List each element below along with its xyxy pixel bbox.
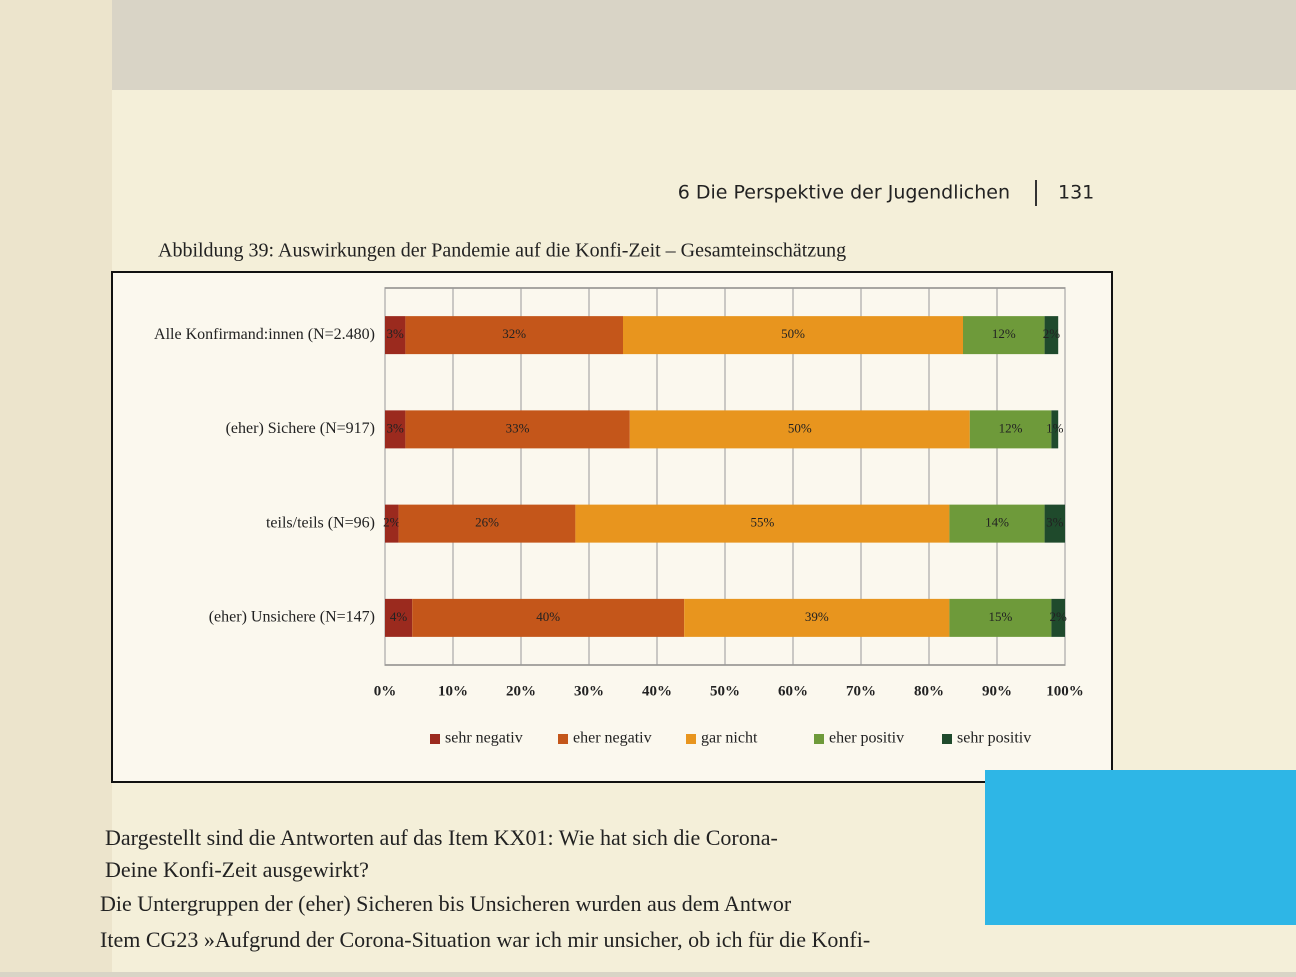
bar-segment: [398, 504, 576, 543]
bar-segment: [949, 598, 1052, 637]
value-label: 50%: [788, 420, 812, 435]
value-label: 33%: [506, 420, 530, 435]
value-label: 4%: [390, 609, 408, 624]
legend-swatch: [814, 734, 824, 744]
x-tick-label: 90%: [982, 683, 1012, 699]
y-tick-label: teils/teils (N=96): [266, 514, 375, 531]
value-label: 26%: [475, 515, 499, 530]
x-tick-label: 80%: [914, 683, 944, 699]
x-tick-label: 30%: [574, 683, 604, 699]
value-label: 1%: [1046, 420, 1064, 435]
legend-label: eher negativ: [573, 730, 652, 747]
body-line: Item CG23 »Aufgrund der Corona-Situation…: [100, 927, 870, 952]
value-label: 32%: [502, 326, 526, 341]
sticky-note: [985, 770, 1296, 925]
bar-segment: [385, 504, 399, 543]
value-label: 3%: [387, 326, 405, 341]
x-tick-label: 20%: [506, 683, 536, 699]
value-label: 40%: [536, 609, 560, 624]
left-page: [0, 0, 112, 972]
x-tick-label: 0%: [374, 683, 397, 699]
x-tick-label: 70%: [846, 683, 876, 699]
page-number: 131: [1058, 182, 1094, 204]
figure-title: Abbildung 39: Auswirkungen der Pandemie …: [158, 240, 846, 262]
bar-segment: [1044, 504, 1065, 543]
bar-segment: [405, 316, 623, 355]
legend-swatch: [686, 734, 696, 744]
value-label: 3%: [387, 420, 405, 435]
body: Dargestellt sind die Antworten auf das I…: [100, 825, 870, 952]
bar-segment: [1044, 316, 1059, 355]
legend-label: sehr positiv: [957, 730, 1031, 747]
legend-label: sehr negativ: [445, 730, 523, 747]
value-label: 15%: [988, 609, 1012, 624]
chapter-header: 6 Die Perspektive der Jugendlichen: [678, 182, 1010, 204]
value-label: 2%: [383, 515, 401, 530]
bar-segment: [684, 598, 950, 637]
body-line: Deine Konfi-Zeit ausgewirkt?: [105, 857, 369, 882]
bar-segment: [385, 316, 406, 355]
bar-segment: [385, 598, 413, 637]
value-label: 3%: [1046, 515, 1064, 530]
y-tick-label: (eher) Unsichere (N=147): [209, 609, 375, 626]
value-label: 2%: [1050, 609, 1068, 624]
bar-segment: [949, 504, 1045, 543]
legend-label: eher positiv: [829, 730, 904, 747]
bar-segment: [1051, 410, 1059, 449]
x-tick-label: 60%: [778, 683, 808, 699]
bar-segment: [629, 410, 970, 449]
legend-swatch: [942, 734, 952, 744]
value-label: 50%: [781, 326, 805, 341]
body-line: Dargestellt sind die Antworten auf das I…: [105, 825, 778, 850]
bar-segment: [623, 316, 963, 355]
bar-segment: [412, 598, 685, 637]
x-tick-label: 50%: [710, 683, 740, 699]
bar-segment: [1051, 598, 1065, 637]
bar-segment: [575, 504, 950, 543]
value-label: 39%: [805, 609, 829, 624]
bar-segment: [969, 410, 1052, 449]
value-label: 12%: [999, 420, 1023, 435]
legend-label: gar nicht: [701, 730, 758, 747]
bar-segment: [405, 410, 630, 449]
value-label: 12%: [992, 326, 1016, 341]
x-tick-label: 10%: [438, 683, 468, 699]
y-tick-label: Alle Konfirmand:innen (N=2.480): [154, 326, 375, 343]
y-tick-label: (eher) Sichere (N=917): [226, 420, 375, 437]
chart: 0% 10% 20% 30% 40% 50% 60% 70% 80% 90% 100% Alle Ko…: [154, 287, 1084, 747]
legend-swatch: [430, 734, 440, 744]
x-tick-label: 100%: [1046, 683, 1084, 699]
bar-segment: [963, 316, 1045, 355]
legend-swatch: [558, 734, 568, 744]
x-tick-label: 40%: [642, 683, 672, 699]
body-line: Die Untergruppen der (eher) Sicheren bis…: [100, 891, 792, 916]
value-label: 2%: [1043, 326, 1061, 341]
value-label: 14%: [985, 515, 1009, 530]
value-label: 55%: [750, 515, 774, 530]
bar-segment: [385, 410, 406, 449]
